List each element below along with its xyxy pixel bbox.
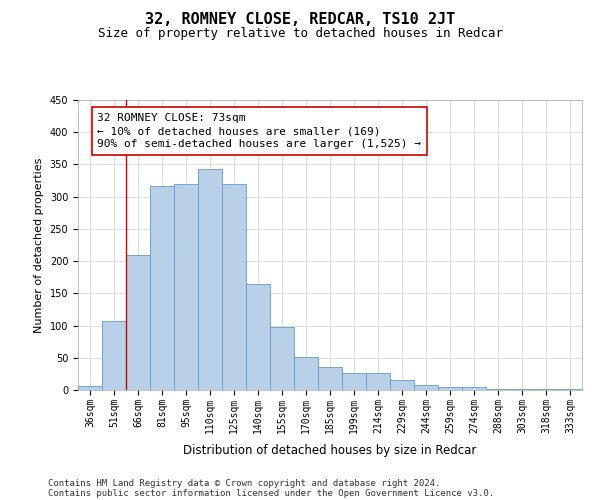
Bar bbox=[462, 387, 486, 390]
Text: Contains HM Land Registry data © Crown copyright and database right 2024.: Contains HM Land Registry data © Crown c… bbox=[48, 478, 440, 488]
Bar bbox=[126, 254, 150, 390]
Text: Size of property relative to detached houses in Redcar: Size of property relative to detached ho… bbox=[97, 28, 503, 40]
Text: 32, ROMNEY CLOSE, REDCAR, TS10 2JT: 32, ROMNEY CLOSE, REDCAR, TS10 2JT bbox=[145, 12, 455, 28]
Bar bbox=[438, 387, 462, 390]
X-axis label: Distribution of detached houses by size in Redcar: Distribution of detached houses by size … bbox=[184, 444, 476, 457]
Bar bbox=[390, 380, 414, 390]
Bar bbox=[198, 169, 222, 390]
Bar bbox=[174, 184, 198, 390]
Bar bbox=[246, 284, 270, 390]
Text: 32 ROMNEY CLOSE: 73sqm
← 10% of detached houses are smaller (169)
90% of semi-de: 32 ROMNEY CLOSE: 73sqm ← 10% of detached… bbox=[97, 113, 421, 150]
Bar bbox=[318, 368, 342, 390]
Bar bbox=[270, 327, 294, 390]
Bar bbox=[366, 372, 390, 390]
Y-axis label: Number of detached properties: Number of detached properties bbox=[34, 158, 44, 332]
Bar bbox=[294, 357, 318, 390]
Bar bbox=[222, 184, 246, 390]
Bar bbox=[414, 385, 438, 390]
Bar bbox=[150, 186, 174, 390]
Bar bbox=[342, 372, 366, 390]
Bar bbox=[102, 321, 126, 390]
Text: Contains public sector information licensed under the Open Government Licence v3: Contains public sector information licen… bbox=[48, 488, 494, 498]
Bar bbox=[78, 386, 102, 390]
